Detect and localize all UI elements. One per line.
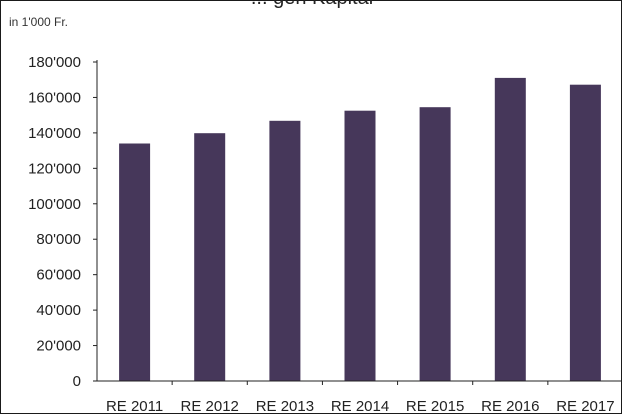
x-tick-label: RE 2016 [481, 398, 539, 415]
y-tick-label: 40'000 [36, 302, 81, 319]
bar-re-2011 [119, 143, 151, 381]
y-tick-label: 100'000 [28, 196, 81, 213]
x-tick-label: RE 2017 [556, 398, 614, 415]
bar-re-2012 [194, 133, 226, 381]
y-tick-label: 0 [73, 373, 81, 390]
x-tick-label: RE 2012 [181, 398, 239, 415]
x-tick-label: RE 2011 [106, 398, 163, 415]
x-tick-label: RE 2014 [331, 398, 389, 415]
bar-re-2014 [344, 110, 376, 381]
y-tick-label: 60'000 [36, 267, 81, 284]
y-tick-label: 140'000 [28, 125, 81, 142]
y-tick-label: 80'000 [36, 231, 81, 248]
chart-title: ... gen Kapital [1, 0, 622, 10]
y-tick-label: 120'000 [28, 160, 81, 177]
bar-re-2013 [269, 120, 301, 382]
bar-re-2016 [494, 77, 526, 382]
axes-group: 0 20'000 40'000 60'000 80'000 100'000 120'000 1… [28, 54, 622, 415]
unit-label: in 1'000 Fr. [9, 15, 68, 29]
y-tick-label: 20'000 [36, 338, 81, 355]
x-tick-label: RE 2013 [256, 398, 314, 415]
bar-re-2015 [419, 107, 451, 381]
bars-group [119, 77, 601, 382]
x-tick-label: RE 2015 [406, 398, 464, 415]
y-tick-label: 160'000 [28, 89, 81, 106]
y-tick-label: 180'000 [28, 54, 81, 71]
bar-re-2017 [569, 84, 601, 381]
